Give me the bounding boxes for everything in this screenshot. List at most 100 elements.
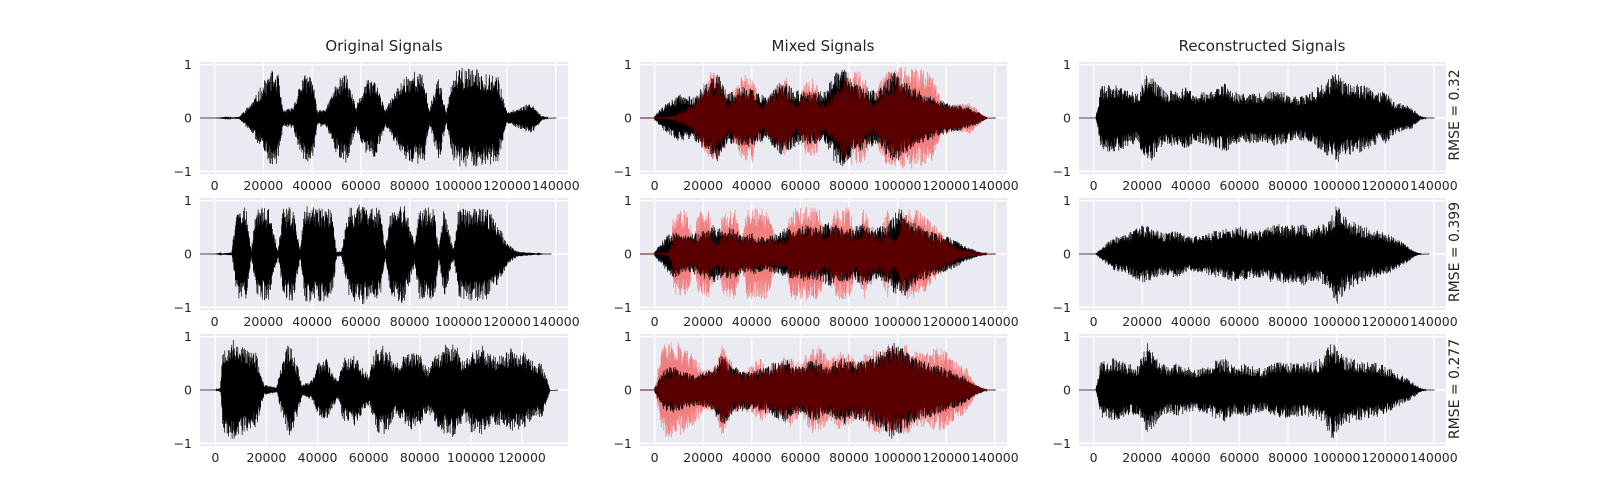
- y-tick-label: −1: [174, 436, 192, 451]
- rmse-label-row-2: RMSE = 0.399: [1447, 202, 1463, 302]
- y-tick-label: −1: [614, 300, 632, 315]
- panel-r2-c3: 0 20000 40000 60000 80000 100000 120000 140000 1…: [1053, 193, 1458, 329]
- x-tick-label: 20000: [683, 178, 723, 193]
- x-tick-label: 100000: [447, 450, 495, 465]
- waveform-group: [200, 204, 552, 305]
- x-tick-label: 20000: [247, 450, 287, 465]
- x-tick-label: 60000: [781, 314, 821, 329]
- waveform-group: [1079, 343, 1435, 439]
- panel-r3-c3: 0 20000 40000 60000 80000 100000 120000 140000 1…: [1053, 329, 1458, 465]
- x-tick-label: 100000: [1313, 450, 1361, 465]
- x-tick-label: 100000: [1313, 314, 1361, 329]
- x-tick-label: 60000: [341, 314, 381, 329]
- panels-layer: 0 20000 40000 60000 80000 100000 120000 1400001…: [174, 57, 1458, 465]
- x-tick-label: 40000: [732, 314, 772, 329]
- x-tick-label: 0: [1090, 178, 1098, 193]
- x-tick-label: 40000: [1171, 314, 1211, 329]
- y-tick-label: 1: [184, 57, 192, 72]
- x-tick-label: 140000: [1410, 178, 1458, 193]
- overlap-region: [640, 81, 996, 158]
- x-tick-label: 60000: [781, 450, 821, 465]
- x-tick-label: 0: [1090, 450, 1098, 465]
- x-tick-label: 40000: [1171, 178, 1211, 193]
- y-tick-label: 1: [1063, 193, 1071, 208]
- y-tick-label: 1: [184, 329, 192, 344]
- overlap-region: [640, 349, 996, 431]
- signal-waveform: [1079, 343, 1435, 439]
- x-tick-label: 60000: [349, 450, 389, 465]
- overlap-region: [640, 217, 996, 289]
- y-tick-label: 1: [184, 193, 192, 208]
- y-tick-label: 1: [624, 329, 632, 344]
- x-tick-label: 120000: [483, 178, 531, 193]
- panel-r1-c1: 0 20000 40000 60000 80000 100000 120000 140000 1…: [174, 57, 580, 193]
- waveform-group: [200, 67, 557, 167]
- x-tick-label: 140000: [971, 314, 1019, 329]
- y-tick-label: 1: [1063, 57, 1071, 72]
- x-tick-label: 40000: [1171, 450, 1211, 465]
- x-tick-label: 140000: [1410, 450, 1458, 465]
- x-tick-label: 120000: [1361, 178, 1409, 193]
- x-tick-label: 20000: [243, 178, 283, 193]
- y-tick-label: −1: [174, 164, 192, 179]
- waveform-group: [1079, 74, 1435, 162]
- waveform-group: [640, 342, 996, 439]
- x-tick-label: 0: [211, 314, 219, 329]
- y-tick-label: −1: [1053, 436, 1071, 451]
- x-tick-label: 20000: [1122, 314, 1162, 329]
- x-tick-label: 0: [651, 450, 659, 465]
- y-tick-label: 0: [184, 247, 192, 262]
- x-tick-label: 20000: [1122, 178, 1162, 193]
- column-title-original: Original Signals: [325, 37, 443, 55]
- x-tick-label: 120000: [1361, 314, 1409, 329]
- x-tick-label: 80000: [390, 178, 430, 193]
- column-title-mixed: Mixed Signals: [772, 37, 875, 55]
- waveform-group: [640, 206, 996, 300]
- x-tick-label: 140000: [532, 178, 580, 193]
- y-tick-label: 0: [624, 247, 632, 262]
- x-tick-label: 40000: [298, 450, 338, 465]
- x-tick-label: 0: [1090, 314, 1098, 329]
- waveform-group: [640, 67, 996, 169]
- panel-r1-c2: 0 20000 40000 60000 80000 100000 120000 140000 1…: [614, 57, 1019, 193]
- waveform-group: [1079, 206, 1430, 304]
- rmse-label-row-1: RMSE = 0.32: [1447, 69, 1463, 160]
- panel-r2-c2: 0 20000 40000 60000 80000 100000 120000 140000 1…: [614, 193, 1019, 329]
- y-tick-label: 1: [624, 193, 632, 208]
- x-tick-label: 60000: [781, 178, 821, 193]
- panel-r3-c1: 0 20000 40000 60000 80000 100000 120000 1 0 −1: [174, 329, 568, 465]
- x-tick-label: 20000: [243, 314, 283, 329]
- signal-waveform: [1079, 206, 1430, 304]
- x-tick-label: 20000: [1122, 450, 1162, 465]
- waveform-group: [200, 339, 559, 439]
- x-tick-label: 20000: [683, 314, 723, 329]
- y-tick-label: −1: [1053, 300, 1071, 315]
- x-tick-label: 40000: [292, 178, 332, 193]
- column-title-reconstructed: Reconstructed Signals: [1179, 37, 1346, 55]
- x-tick-label: 100000: [874, 178, 922, 193]
- x-tick-label: 100000: [874, 450, 922, 465]
- x-tick-label: 80000: [1268, 314, 1308, 329]
- y-tick-label: −1: [614, 164, 632, 179]
- x-tick-label: 20000: [683, 450, 723, 465]
- x-tick-label: 40000: [292, 314, 332, 329]
- x-tick-label: 140000: [971, 450, 1019, 465]
- rmse-label-row-3: RMSE = 0.277: [1447, 339, 1463, 439]
- y-tick-label: 0: [624, 111, 632, 126]
- x-tick-label: 140000: [971, 178, 1019, 193]
- y-tick-label: 0: [184, 383, 192, 398]
- x-tick-label: 80000: [1268, 450, 1308, 465]
- y-tick-label: 0: [624, 383, 632, 398]
- y-tick-label: −1: [174, 300, 192, 315]
- x-tick-label: 80000: [400, 450, 440, 465]
- x-tick-label: 80000: [390, 314, 430, 329]
- panel-r3-c2: 0 20000 40000 60000 80000 100000 120000 140000 1…: [614, 329, 1019, 465]
- x-tick-label: 120000: [922, 450, 970, 465]
- y-tick-label: 0: [1063, 111, 1071, 126]
- x-tick-label: 60000: [1220, 314, 1260, 329]
- x-tick-label: 80000: [829, 314, 869, 329]
- y-tick-label: 0: [1063, 247, 1071, 262]
- x-tick-label: 120000: [922, 178, 970, 193]
- x-tick-label: 80000: [829, 178, 869, 193]
- y-tick-label: 0: [184, 111, 192, 126]
